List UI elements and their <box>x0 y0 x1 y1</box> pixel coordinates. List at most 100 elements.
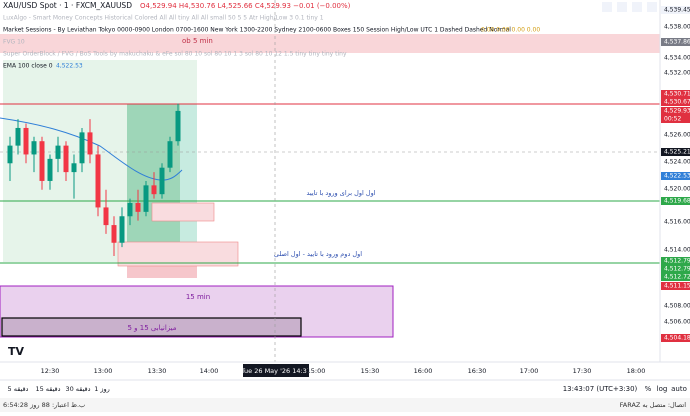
order-block <box>151 202 215 222</box>
price-tag <box>661 6 690 14</box>
price-label: 4,532.00 <box>664 70 690 77</box>
candle-body <box>79 132 85 164</box>
time-label: 18:00 <box>627 367 646 375</box>
candle-body <box>23 127 29 155</box>
top-icons <box>602 2 657 12</box>
pct-toggle[interactable]: % <box>645 385 652 393</box>
ema-line <box>0 117 183 181</box>
candle-body <box>87 132 93 155</box>
range-button[interactable]: 5 دقیقه <box>8 385 29 393</box>
price-label: 4,534.00 <box>664 55 690 62</box>
price-tag-label: 4,511.15 <box>664 283 690 290</box>
candle-body <box>39 141 45 181</box>
icon-button[interactable] <box>632 2 642 12</box>
time-label: 13:00 <box>94 367 113 375</box>
price-label: 4,538.00 <box>664 24 690 31</box>
price-tag <box>661 257 690 265</box>
icon-button[interactable] <box>647 2 657 12</box>
calib-label: میزانیابی 15 و 5 <box>127 324 176 332</box>
price-tag <box>661 334 690 342</box>
price-tag <box>661 148 690 156</box>
candle-body <box>111 225 117 243</box>
candle-body <box>31 141 37 155</box>
time-label: 15:00 <box>307 367 326 375</box>
price-tag-label: 4,530.71 <box>664 91 690 98</box>
zone-label: 15 min <box>186 293 210 301</box>
price-tag <box>661 197 690 205</box>
price-tag-label: 4,512.79 <box>664 266 690 273</box>
candle-body <box>135 203 141 212</box>
price-tag <box>661 38 690 46</box>
candle-body <box>63 145 69 173</box>
indicator: LuxAlgo - Smart Money Concepts Historica… <box>3 15 324 22</box>
note: اول دوم ورود با تایید - اول اصلی <box>274 250 362 258</box>
indicator-values: 0.00 0.00 0.00 0.00 <box>481 27 540 34</box>
note: اول اول برای ورود با تایید <box>306 189 375 197</box>
time-label: 16:30 <box>468 367 487 375</box>
ob-label: ob 5 min <box>182 37 213 45</box>
candle-body <box>119 216 125 243</box>
auto-toggle[interactable]: auto <box>671 385 687 393</box>
candle-body <box>175 110 181 142</box>
candle-body <box>143 185 149 212</box>
price-tag-label: 4,512.79 <box>664 258 690 265</box>
candle-body <box>103 207 109 226</box>
price-label: 4,506.00 <box>664 319 690 326</box>
candle-body <box>159 167 165 195</box>
time-tag <box>243 364 309 377</box>
time-label: 15:30 <box>361 367 380 375</box>
status-right: FARAZ اتصال: متصل به <box>620 401 687 409</box>
price-tag <box>661 273 690 281</box>
candle-body <box>7 145 13 164</box>
price-tag <box>661 107 690 115</box>
ob-zone <box>0 34 660 53</box>
range-button[interactable]: 15 دقیقه <box>35 385 60 393</box>
price-label: 4,520.00 <box>664 186 690 193</box>
price-tag-label: 4,522.53 <box>664 173 690 180</box>
price-label: 4,524.00 <box>664 159 690 166</box>
candle-body <box>71 163 77 173</box>
price-tag-label: 4,504.18 <box>664 335 690 342</box>
time-label: 13:30 <box>148 367 167 375</box>
order-block <box>117 241 239 267</box>
price-tag <box>661 115 690 123</box>
symbol: XAU/USD Spot · 1 · FXCM_XAUUSD <box>3 1 132 10</box>
price-tag <box>661 265 690 273</box>
price-tag-label: 4,512.72 <box>664 274 690 281</box>
price-tag-label: 4,525.21 <box>664 149 690 156</box>
time-label: 17:30 <box>573 367 592 375</box>
time-label: 16:00 <box>414 367 433 375</box>
price-tag-label: 4,539.45 <box>664 7 690 14</box>
indicator: Super OrderBlock / FVG / BoS Tools by ma… <box>3 51 347 58</box>
indicator: Market Sessions - By Leviathan Tokyo 000… <box>3 27 511 34</box>
price-tag-label: 4,519.68 <box>664 198 690 205</box>
candle-body <box>95 154 101 208</box>
icon-button[interactable] <box>602 2 612 12</box>
price-tag <box>661 282 690 290</box>
price-tag <box>661 90 690 98</box>
price-tag <box>661 172 690 180</box>
time-label: 14:00 <box>200 367 219 375</box>
price-tag-label: 00:52 <box>664 116 681 123</box>
status-bar <box>0 398 690 412</box>
candle-body <box>55 145 61 159</box>
icon-button[interactable] <box>617 2 627 12</box>
price-label: 4,516.00 <box>664 219 690 226</box>
position-extend <box>180 104 197 262</box>
price-label: 4,514.00 <box>664 247 690 254</box>
range-button[interactable]: 30 دقیقه <box>65 385 90 393</box>
candle-body <box>127 203 133 217</box>
status-left: 6:54:28 ب.ظ اعتبار: 88 روز <box>3 401 85 409</box>
price-tag <box>661 98 690 106</box>
price-label: 4,508.00 <box>664 303 690 310</box>
crosshair-time: Tue 26 May '26 14:37 <box>240 367 311 375</box>
candle-body <box>15 127 21 146</box>
price-tag-label: 4,529.93 <box>664 108 690 115</box>
time-label: 12:30 <box>41 367 60 375</box>
range-button[interactable]: روز 1 <box>94 385 110 393</box>
log-toggle[interactable]: log <box>657 385 668 393</box>
indicator-value: 4,522.53 <box>56 63 83 70</box>
candle-body <box>47 158 53 181</box>
price-tag-label: 4,530.67 <box>664 99 690 106</box>
